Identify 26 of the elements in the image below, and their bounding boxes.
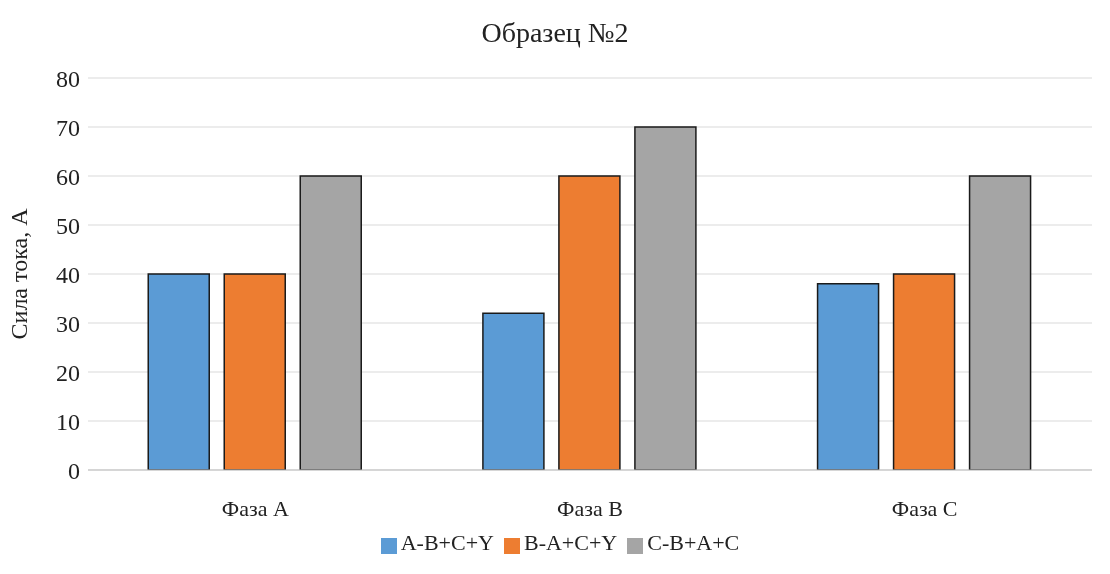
y-tick-label: 60 (56, 163, 80, 190)
y-axis-title: Сила тока, А (5, 207, 32, 340)
x-tick-label: Фаза A (221, 495, 289, 521)
bar (482, 312, 545, 470)
chart-title: Образец №2 (480, 16, 630, 50)
legend-label: B-A+C+Y (523, 530, 618, 555)
y-tick-label: 70 (56, 114, 80, 141)
x-tick-label: Фаза C (891, 495, 958, 521)
y-tick-label: 20 (56, 359, 80, 386)
y-tick-label: 50 (56, 212, 80, 239)
bar (558, 175, 621, 470)
y-tick-label: 10 (56, 408, 80, 435)
bar (968, 175, 1032, 470)
bar (223, 273, 286, 470)
y-tick-label: 30 (56, 310, 80, 337)
legend-label: C-B+A+C (647, 530, 740, 555)
legend-label: A-B+C+Y (400, 530, 494, 555)
y-tick-label: 80 (56, 65, 80, 92)
bar (299, 175, 362, 470)
bar (816, 283, 880, 470)
bar (892, 273, 956, 470)
y-tick-label: 40 (56, 261, 80, 288)
x-tick-label: Фаза B (557, 495, 623, 521)
y-tick-label: 0 (68, 457, 80, 484)
bar (147, 273, 210, 470)
bar (634, 126, 697, 470)
